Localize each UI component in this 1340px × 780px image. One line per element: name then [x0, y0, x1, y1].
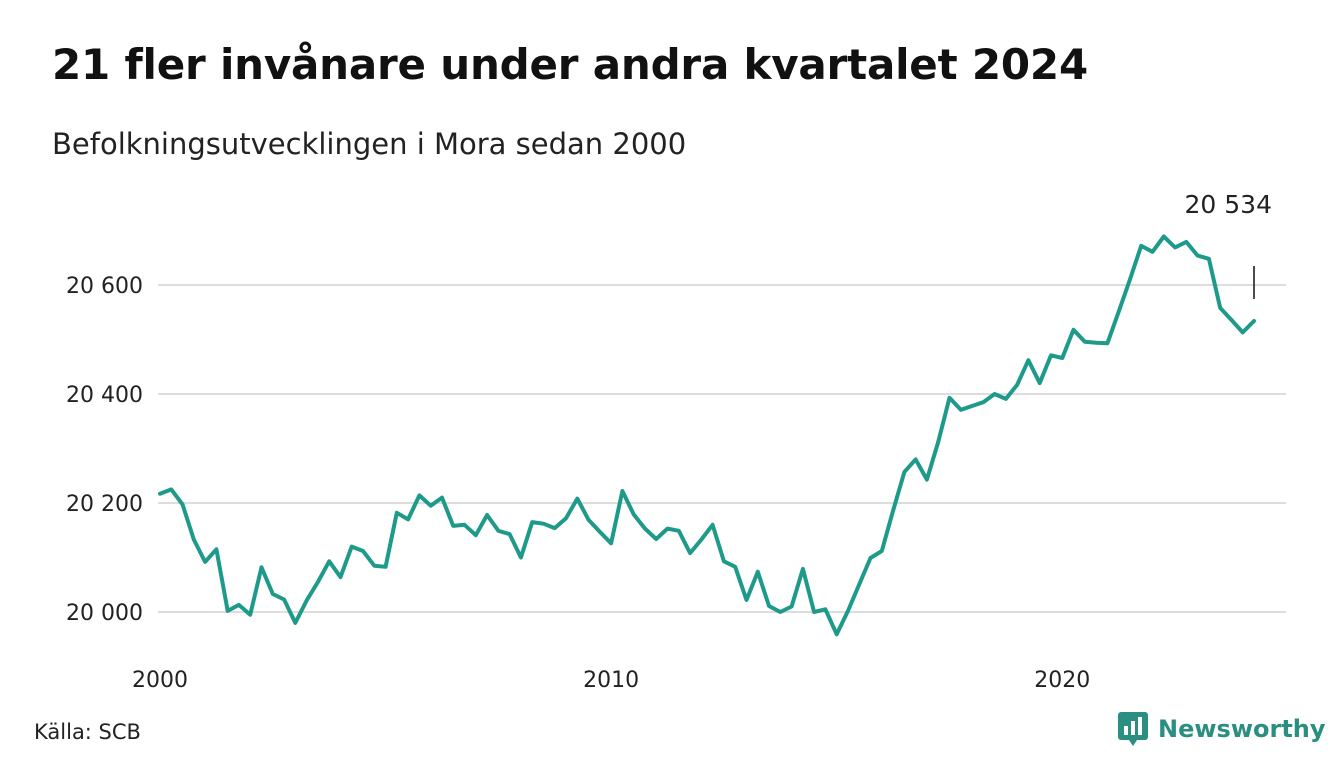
x-tick-label: 2000 — [132, 668, 188, 693]
y-axis-labels: 20 000 20 200 20 400 20 600 — [66, 274, 143, 626]
y-tick-label: 20 600 — [66, 274, 143, 299]
annotation-layer: 20 534 — [1185, 190, 1272, 299]
gridlines — [158, 284, 1286, 613]
chart-title: 21 fler invånare under andra kvartalet 2… — [52, 40, 1088, 89]
y-tick-label: 20 200 — [66, 492, 143, 517]
series-line — [158, 234, 1256, 637]
series-layer — [158, 234, 1256, 637]
x-tick-label: 2010 — [583, 668, 639, 693]
chart-subtitle: Befolkningsutvecklingen i Mora sedan 200… — [52, 127, 687, 161]
x-tick-label: 2020 — [1034, 668, 1090, 693]
source-note: Källa: SCB — [34, 720, 141, 744]
y-tick-label: 20 000 — [66, 601, 143, 626]
x-axis-labels: 2000 2010 2020 — [132, 668, 1090, 693]
brand-name: Newsworthy — [1158, 715, 1326, 743]
newsworthy-logo-icon — [1118, 712, 1148, 746]
y-tick-label: 20 400 — [66, 383, 143, 408]
annotation-label: 20 534 — [1185, 190, 1272, 219]
brand-logo: Newsworthy — [1118, 712, 1326, 746]
